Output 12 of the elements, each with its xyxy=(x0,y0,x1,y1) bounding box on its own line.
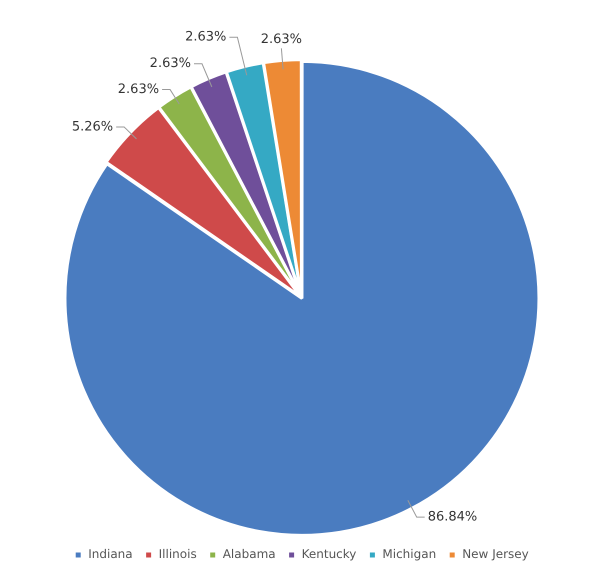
legend-label: Alabama xyxy=(222,547,276,562)
data-label: 2.63% xyxy=(150,56,191,72)
data-label: 5.26% xyxy=(72,119,114,134)
legend-label: Michigan xyxy=(382,547,436,562)
data-label: 2.63% xyxy=(118,82,160,97)
data-label: 86.84% xyxy=(428,509,478,524)
legend-label: Kentucky xyxy=(302,547,356,562)
legend-label: Illinois xyxy=(158,547,197,562)
data-label: 2.63% xyxy=(185,30,226,45)
legend-label: Indiana xyxy=(88,547,133,562)
legend-label: New Jersey xyxy=(462,547,529,562)
data-label: 2.63% xyxy=(260,32,302,48)
